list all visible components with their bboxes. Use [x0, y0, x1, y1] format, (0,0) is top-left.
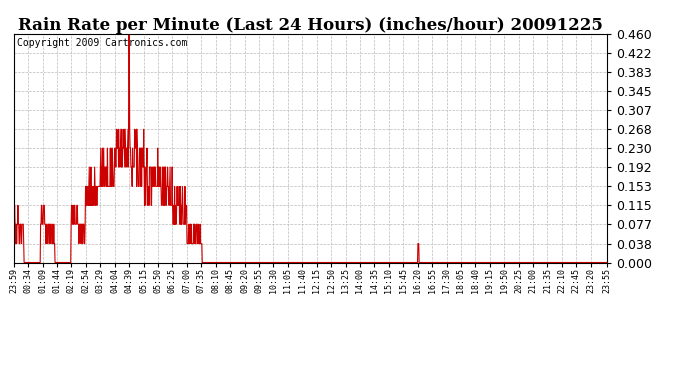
Title: Rain Rate per Minute (Last 24 Hours) (inches/hour) 20091225: Rain Rate per Minute (Last 24 Hours) (in… [18, 16, 603, 34]
Text: Copyright 2009 Cartronics.com: Copyright 2009 Cartronics.com [17, 38, 187, 48]
